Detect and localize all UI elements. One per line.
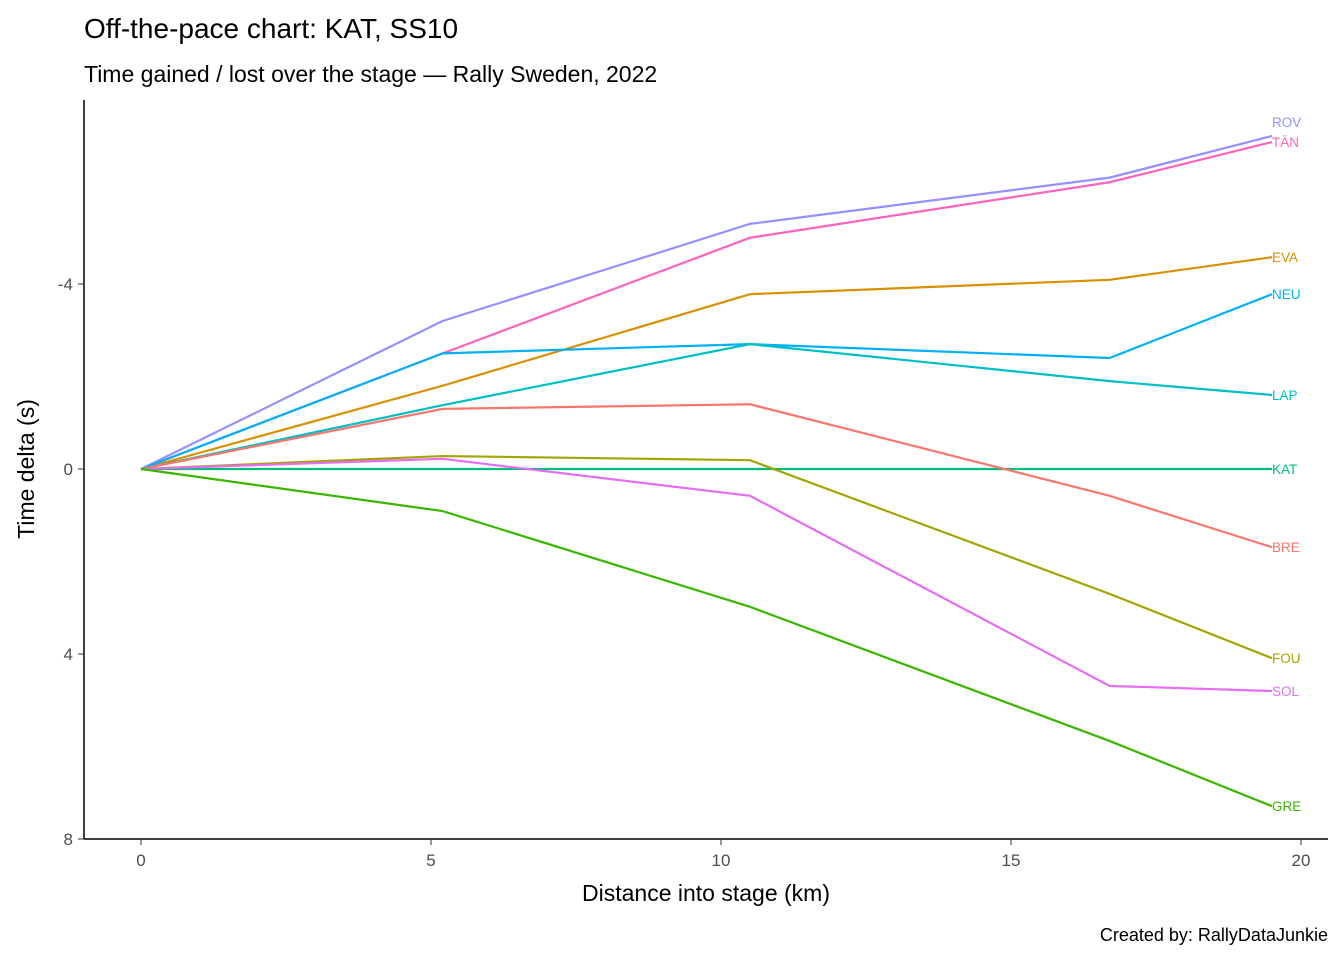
y-tick-label: 4	[64, 645, 73, 664]
chart-caption: Created by: RallyDataJunkie	[1100, 925, 1328, 945]
series-label-bre: BRE	[1272, 540, 1300, 555]
series-line-rov	[140, 134, 1273, 470]
series-label-tän: TÄN	[1272, 135, 1299, 150]
y-tick-label: 0	[64, 460, 73, 479]
series-label-rov: ROV	[1272, 115, 1301, 130]
series-label-gre: GRE	[1272, 799, 1301, 814]
series-line-sol	[140, 457, 1273, 693]
series-label-kat: KAT	[1272, 462, 1297, 477]
chart-subtitle: Time gained / lost over the stage — Rall…	[84, 61, 657, 87]
series-label-lap: LAP	[1272, 388, 1298, 403]
x-tick-label: 20	[1292, 851, 1311, 870]
y-tick-label: -4	[58, 275, 73, 294]
y-axis-label: Time delta (s)	[13, 399, 39, 539]
x-tick-label: 0	[136, 851, 145, 870]
series-line-bre	[140, 403, 1273, 549]
x-tick-label: 15	[1002, 851, 1021, 870]
series-label-fou: FOU	[1272, 651, 1301, 666]
x-axis-label: Distance into stage (km)	[582, 880, 830, 906]
y-tick-label: 8	[64, 830, 73, 849]
series-line-fou	[140, 454, 1273, 660]
x-tick-label: 5	[426, 851, 435, 870]
series-line-neu	[140, 293, 1273, 471]
series-label-neu: NEU	[1272, 287, 1301, 302]
series-line-eva	[140, 256, 1273, 471]
series-line-lap	[140, 343, 1273, 471]
chart-title: Off-the-pace chart: KAT, SS10	[84, 13, 458, 44]
series-label-eva: EVA	[1272, 250, 1298, 265]
x-tick-label: 10	[712, 851, 731, 870]
series-line-tän	[140, 140, 1273, 471]
series-line-gre	[140, 467, 1273, 808]
series-label-sol: SOL	[1272, 684, 1300, 699]
